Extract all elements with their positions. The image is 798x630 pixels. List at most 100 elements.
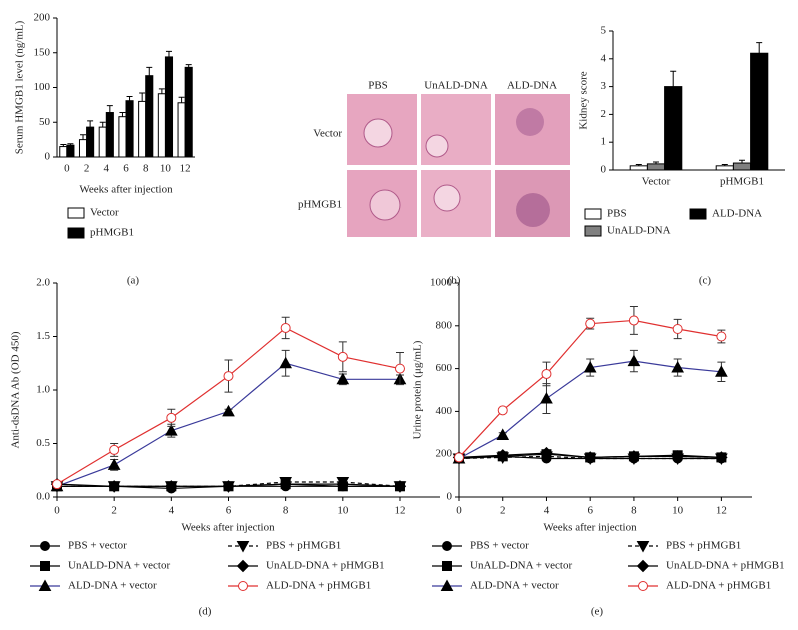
legend-label: UnALD-DNA + vector [68, 560, 170, 572]
x-axis-label: Weeks after injection [543, 522, 637, 534]
bar [164, 56, 174, 158]
error-bar [721, 163, 728, 166]
marker [715, 451, 728, 464]
y-tick-label: 100 [34, 81, 51, 93]
error-bar [67, 143, 74, 146]
x-tick-label: 10 [160, 163, 172, 175]
bar [715, 165, 734, 171]
x-tick-label: 0 [456, 505, 462, 517]
x-tick-label: 0 [54, 505, 60, 517]
marker [52, 479, 62, 490]
legend-marker [236, 541, 250, 553]
y-tick-label: 3 [601, 80, 607, 92]
legend-swatch [689, 208, 707, 220]
x-tick-label: 0 [64, 163, 70, 175]
legend-label: PBS [607, 208, 627, 220]
x-tick-label: Vector [642, 176, 671, 188]
bar [66, 144, 75, 158]
x-tick-label: 12 [180, 163, 191, 175]
marker [497, 405, 508, 416]
legend-label: UnALD-DNA [607, 225, 671, 237]
error-bar [126, 96, 133, 101]
error-bar [106, 105, 113, 113]
x-tick-label: 8 [283, 505, 289, 517]
y-tick-label: 1 [601, 136, 607, 148]
bar [98, 126, 107, 158]
panel-label: (e) [591, 606, 604, 618]
marker [165, 480, 178, 493]
legend-label: PBS + pHMGB1 [666, 540, 741, 552]
legend-marker [238, 581, 248, 591]
error-bar [635, 163, 642, 166]
y-tick-label: 50 [39, 116, 51, 128]
marker [223, 371, 234, 382]
marker [671, 360, 685, 373]
legend-label: PBS + vector [470, 540, 529, 552]
marker [628, 315, 639, 326]
row-label: Vector [313, 128, 342, 140]
marker [496, 428, 510, 440]
legend-label: PBS + pHMGB1 [266, 540, 341, 552]
legend-label: UnALD-DNA + vector [470, 560, 572, 572]
marker [164, 424, 178, 436]
marker [496, 449, 509, 462]
marker [540, 392, 553, 404]
legend-marker [638, 581, 648, 591]
marker [222, 480, 235, 493]
marker [540, 446, 553, 460]
x-tick-label: 10 [672, 505, 684, 517]
y-tick-label: 400 [436, 405, 453, 417]
marker [280, 322, 291, 333]
panel-label: (c) [699, 275, 712, 287]
marker [583, 360, 597, 373]
error-bar [146, 66, 153, 76]
error-bar [165, 50, 172, 57]
x-tick-label: 2 [84, 163, 90, 175]
bar [59, 146, 68, 158]
bar [750, 52, 769, 171]
x-tick-label: 4 [104, 163, 110, 175]
y-tick-label: 1.0 [36, 384, 50, 396]
x-axis-label: Weeks after injection [181, 522, 275, 534]
bar [732, 162, 752, 171]
x-tick-label: 2 [111, 505, 117, 517]
legend-marker [636, 559, 650, 573]
x-tick-label: 8 [143, 163, 149, 175]
x-tick-label: 2 [500, 505, 506, 517]
marker [279, 356, 293, 369]
marker [715, 365, 728, 377]
legend-swatch [584, 208, 602, 220]
marker [716, 331, 727, 342]
error-bar [99, 121, 106, 128]
y-tick-label: 0.5 [36, 437, 50, 449]
y-axis-label: Kidney score [578, 71, 590, 129]
marker [541, 368, 552, 379]
legend-marker [40, 561, 50, 571]
x-tick-label: 4 [544, 505, 550, 517]
bar [78, 139, 88, 158]
marker [107, 458, 121, 470]
legend-label: pHMGB1 [90, 227, 134, 239]
y-tick-label: 150 [34, 46, 51, 58]
bar [629, 165, 648, 171]
y-axis-label: Serum HMGB1 level (ng/mL) [14, 20, 26, 154]
legend-swatch [67, 207, 85, 219]
column-label: ALD-DNA [507, 80, 557, 92]
bar [157, 93, 166, 158]
legend-label: ALD-DNA + pHMGB1 [266, 580, 371, 592]
legend-label: ALD-DNA + vector [68, 580, 157, 592]
x-tick-label: 10 [337, 505, 349, 517]
marker [627, 354, 641, 367]
marker [336, 477, 350, 491]
y-axis-label: Anti-dsDNA Ab (OD 450) [10, 331, 22, 448]
column-label: PBS [368, 80, 388, 92]
legend-marker [40, 541, 50, 551]
error-bar [60, 143, 67, 147]
bar [646, 163, 666, 171]
x-tick-label: 8 [631, 505, 637, 517]
marker [337, 351, 348, 362]
bar [138, 100, 147, 158]
error-bar [756, 42, 763, 54]
y-tick-label: 0.0 [36, 491, 50, 503]
